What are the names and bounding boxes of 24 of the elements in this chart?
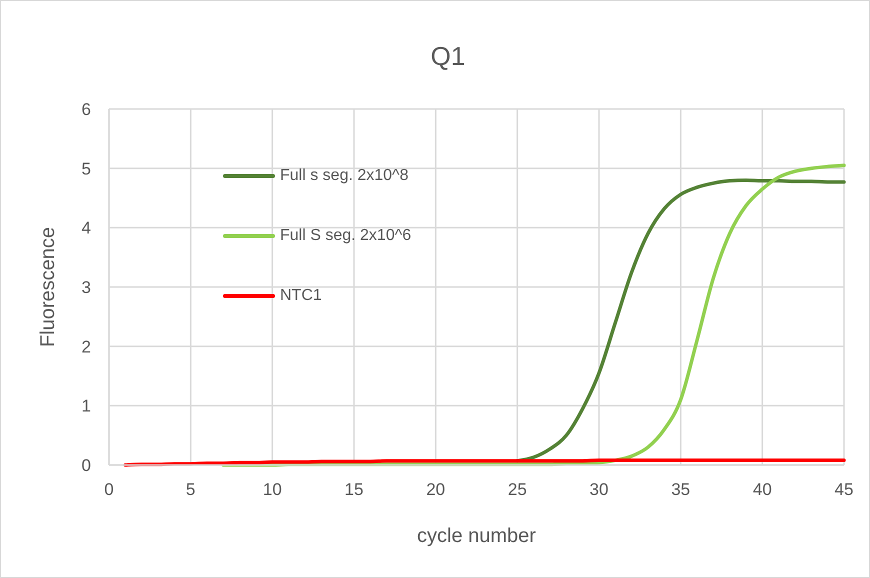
x-tick-label: 5 [186, 480, 196, 500]
x-tick-label: 25 [508, 480, 527, 500]
y-tick-label: 5 [82, 159, 91, 178]
y-tick-label: 3 [82, 278, 91, 298]
x-tick-label: 30 [590, 480, 608, 500]
legend-label: Full s seg. 2x10^8 [280, 167, 408, 185]
x-tick-label: 15 [344, 480, 364, 500]
y-tick-label: 6 [82, 100, 91, 120]
y-axis-title: Fluorescence [37, 226, 59, 348]
x-tick-label: 0 [104, 480, 114, 500]
line-series [222, 164, 846, 467]
x-tick-label: 20 [426, 480, 446, 500]
legend-label: Full S seg. 2x10^6 [280, 227, 412, 245]
y-tick-label: 0 [82, 456, 91, 476]
y-tick-label: 4 [82, 218, 91, 238]
x-tick-label: 10 [262, 480, 282, 500]
legend-label: NTC1 [280, 287, 322, 305]
chart-title: Q1 [430, 41, 466, 72]
x-tick-label: 40 [752, 480, 772, 500]
y-tick-label: 2 [82, 337, 91, 356]
x-tick-label: 45 [834, 480, 854, 500]
x-axis-title: cycle number [417, 525, 536, 547]
y-tick-label: 1 [82, 396, 91, 416]
x-tick-label: 35 [671, 480, 690, 500]
